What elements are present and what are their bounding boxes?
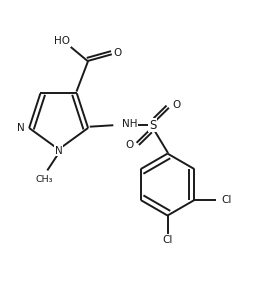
Text: S: S (149, 119, 157, 132)
Text: O: O (114, 48, 122, 58)
Text: NH: NH (122, 119, 137, 129)
Text: HO: HO (54, 36, 70, 46)
Text: N: N (55, 146, 62, 156)
Text: N: N (17, 123, 25, 133)
Text: O: O (172, 100, 180, 110)
Text: CH₃: CH₃ (35, 175, 53, 183)
Text: Cl: Cl (222, 195, 232, 205)
Text: Cl: Cl (162, 235, 173, 245)
Text: O: O (125, 141, 133, 151)
